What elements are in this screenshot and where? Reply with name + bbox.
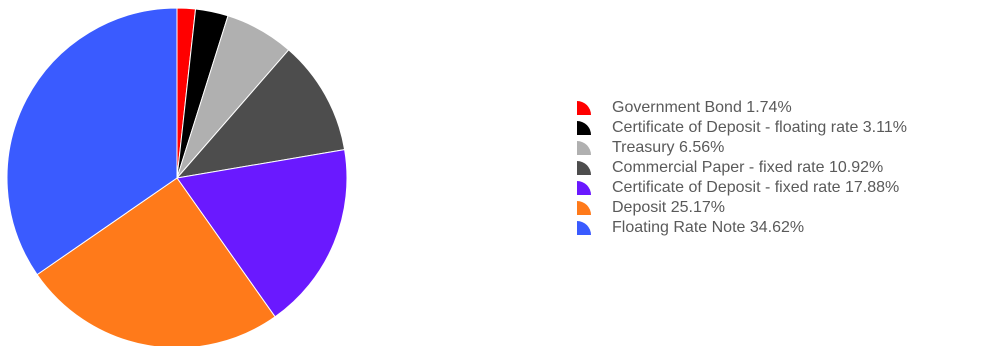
pie-slice-6 [36,177,276,346]
legend-item-7: Floating Rate Note 34.62% [576,218,907,238]
legend-marker-icon [577,101,591,115]
legend-label: Deposit 25.17% [612,199,725,216]
legend-item-2: Certificate of Deposit - floating rate 3… [576,118,907,138]
legend-marker-icon [577,121,591,135]
legend-label: Certificate of Deposit - floating rate 3… [612,119,907,136]
legend-item-5: Certificate of Deposit - fixed rate 17.8… [576,178,907,198]
pie-slice-7 [6,7,178,276]
pie-slice-5 [176,149,348,318]
legend-label: Commercial Paper - fixed rate 10.92% [612,159,884,176]
legend-item-4: Commercial Paper - fixed rate 10.92% [576,158,907,178]
legend-marker-icon [577,141,591,155]
legend-marker-icon [577,181,591,195]
legend-item-6: Deposit 25.17% [576,198,907,218]
legend-item-3: Treasury 6.56% [576,138,907,158]
legend-label: Certificate of Deposit - fixed rate 17.8… [612,179,900,196]
legend-label: Floating Rate Note 34.62% [612,219,805,236]
chart-legend: Government Bond 1.74% Certificate of Depo… [576,98,907,238]
legend-label: Government Bond 1.74% [612,99,792,116]
legend-marker-icon [577,201,591,215]
legend-marker-icon [577,161,591,175]
legend-marker-icon [577,221,591,235]
legend-label: Treasury 6.56% [612,139,725,156]
pie-slice-4 [175,49,346,179]
pie-slices [6,7,348,346]
legend-item-1: Government Bond 1.74% [576,98,907,118]
